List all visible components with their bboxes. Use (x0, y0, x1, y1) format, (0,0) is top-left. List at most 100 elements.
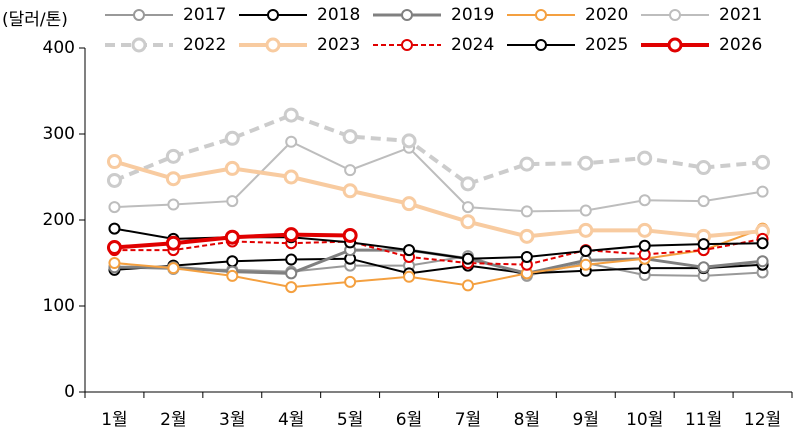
series-line (113, 112, 763, 187)
legend-label: 2024 (451, 35, 494, 55)
legend-label: 2025 (585, 35, 628, 55)
legend-label: 2019 (451, 5, 494, 25)
legend-marker (133, 9, 145, 21)
point-marker (756, 237, 769, 250)
point-marker (106, 154, 122, 170)
point-marker (226, 195, 239, 208)
legend-marker (401, 9, 413, 21)
x-tick-label: 7월 (455, 410, 481, 430)
x-tick-label: 12월 (744, 410, 781, 430)
point-marker (285, 253, 298, 266)
point-marker (403, 244, 416, 257)
point-marker (520, 205, 533, 218)
point-marker (697, 238, 710, 251)
point-marker (108, 201, 121, 214)
point-marker (342, 227, 358, 243)
point-marker (461, 252, 474, 265)
y-tick-label: 400 (43, 38, 75, 58)
point-marker (579, 204, 592, 217)
series-line (114, 257, 763, 275)
point-marker (638, 194, 651, 207)
legend-marker (401, 39, 413, 51)
point-marker (283, 169, 299, 185)
point-marker (342, 183, 358, 199)
point-marker (578, 222, 594, 238)
series-line (114, 140, 763, 213)
point-marker (108, 257, 121, 269)
point-marker (578, 155, 594, 171)
x-tick-label: 9월 (573, 410, 599, 430)
legend-marker (535, 9, 547, 21)
point-marker (697, 261, 710, 274)
y-axis-title: (달러/톤) (2, 10, 68, 30)
point-marker (401, 196, 417, 212)
point-marker (755, 154, 771, 170)
x-tick-label: 4월 (278, 410, 304, 430)
point-marker (638, 239, 651, 252)
point-marker (344, 275, 357, 288)
point-marker (285, 281, 298, 294)
point-marker (106, 172, 122, 188)
point-marker (285, 267, 298, 280)
legend-marker (267, 9, 279, 21)
legend-label: 2023 (317, 35, 360, 55)
legend-label: 2022 (183, 35, 226, 55)
series-line (114, 237, 763, 266)
point-marker (283, 227, 299, 243)
point-marker (756, 185, 769, 198)
series-line (114, 227, 763, 289)
series-line (113, 159, 763, 239)
point-marker (460, 176, 476, 192)
legend-label: 2020 (585, 5, 628, 25)
point-marker (342, 129, 358, 145)
point-marker (106, 240, 122, 256)
x-tick-label: 3월 (219, 410, 245, 430)
point-marker (165, 171, 181, 187)
point-marker (637, 150, 653, 166)
point-marker (167, 262, 180, 275)
point-marker (637, 222, 653, 238)
point-marker (108, 222, 121, 235)
legend-label: 2017 (183, 5, 226, 25)
point-marker (519, 228, 535, 244)
point-marker (165, 235, 181, 251)
x-tick-label: 1월 (101, 410, 127, 430)
point-marker (165, 148, 181, 164)
y-tick-label: 100 (43, 296, 75, 316)
legend-label: 2026 (719, 35, 762, 55)
point-marker (460, 214, 476, 230)
point-marker (520, 250, 533, 263)
point-marker (579, 258, 592, 271)
legend-marker (669, 9, 681, 21)
y-tick-label: 0 (64, 382, 75, 402)
x-tick-label: 11월 (685, 410, 722, 430)
y-tick-label: 300 (43, 124, 75, 144)
point-marker (344, 164, 357, 177)
point-marker (461, 201, 474, 214)
point-marker (167, 198, 180, 211)
point-marker (403, 270, 416, 283)
point-marker (283, 107, 299, 123)
legend-marker (131, 37, 147, 53)
x-tick-label: 5월 (337, 410, 363, 430)
point-marker (224, 229, 240, 245)
point-marker (461, 279, 474, 292)
point-marker (224, 130, 240, 146)
point-marker (285, 135, 298, 148)
point-marker (226, 255, 239, 268)
point-marker (519, 156, 535, 172)
legend-marker (535, 39, 547, 51)
point-marker (226, 269, 239, 282)
legend-label: 2018 (317, 5, 360, 25)
point-marker (696, 160, 712, 176)
x-tick-label: 8월 (514, 410, 540, 430)
x-tick-label: 10월 (626, 410, 663, 430)
legend-marker (667, 37, 683, 53)
x-tick-label: 2월 (160, 410, 186, 430)
legend-marker (265, 37, 281, 53)
point-marker (697, 195, 710, 208)
point-marker (756, 255, 769, 268)
legend-label: 2021 (719, 5, 762, 25)
point-marker (401, 133, 417, 149)
